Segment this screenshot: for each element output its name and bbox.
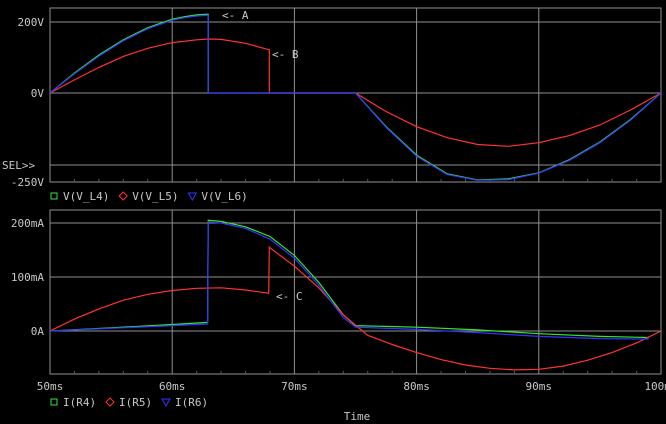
- y-tick-label: 100mA: [11, 271, 44, 284]
- legend-entry: V(V_L4): [63, 190, 109, 203]
- legend-marker: [50, 192, 58, 200]
- x-tick-label: 50ms: [37, 380, 64, 393]
- series-group: [50, 13, 661, 181]
- legend-entry: V(V_L5): [132, 190, 178, 203]
- plot-frame: [49, 209, 662, 375]
- voltage-legend: V(V_L4) V(V_L5) V(V_L6): [50, 190, 248, 203]
- legend-marker: [118, 191, 128, 201]
- series-line-i-r5-: [50, 246, 661, 371]
- y-tick-label: 200V: [18, 16, 45, 29]
- y-tick-label: -250V: [11, 176, 44, 189]
- current-plot: 50ms 60ms 70ms 80ms 90ms 100ms 200mA 100mA 0A: [11, 209, 666, 393]
- annotation-label: <- A: [222, 9, 249, 22]
- series-line-v-v-l6-: [50, 14, 661, 181]
- legend-marker: [50, 398, 58, 406]
- x-tick-label: 70ms: [281, 380, 308, 393]
- x-tick-label: 90ms: [526, 380, 553, 393]
- legend-marker: [105, 397, 115, 407]
- legend-entry: I(R5): [119, 396, 152, 409]
- x-tick-label: 60ms: [159, 380, 186, 393]
- series-line-v-v-l4-: [50, 13, 661, 181]
- legend-entry: I(R4): [63, 396, 96, 409]
- series-line-v-v-l5-: [50, 38, 661, 147]
- annotation-label: <- B: [272, 48, 299, 61]
- x-tick-label: 100ms: [644, 380, 666, 393]
- series-group: [50, 219, 661, 371]
- plot-frame: [49, 7, 662, 183]
- x-tick-label: 80ms: [403, 380, 430, 393]
- y-tick-label: 0V: [31, 87, 45, 100]
- legend-entry: I(R6): [175, 396, 208, 409]
- legend-entry: V(V_L6): [201, 190, 247, 203]
- series-line-i-r4-: [50, 219, 649, 339]
- legend-marker: [187, 192, 198, 202]
- x-axis-label: Time: [344, 410, 371, 423]
- y-tick-label: 0A: [31, 325, 45, 338]
- voltage-plot: 200V 0V -250V SEL>>: [2, 7, 662, 189]
- current-legend: I(R4) I(R5) I(R6): [50, 396, 208, 409]
- y-tick-label: 200mA: [11, 217, 44, 230]
- legend-marker: [161, 398, 171, 408]
- annotation-label: <- C: [276, 290, 303, 303]
- selector-label: SEL>>: [2, 159, 35, 172]
- series-line-i-r6-: [50, 221, 649, 340]
